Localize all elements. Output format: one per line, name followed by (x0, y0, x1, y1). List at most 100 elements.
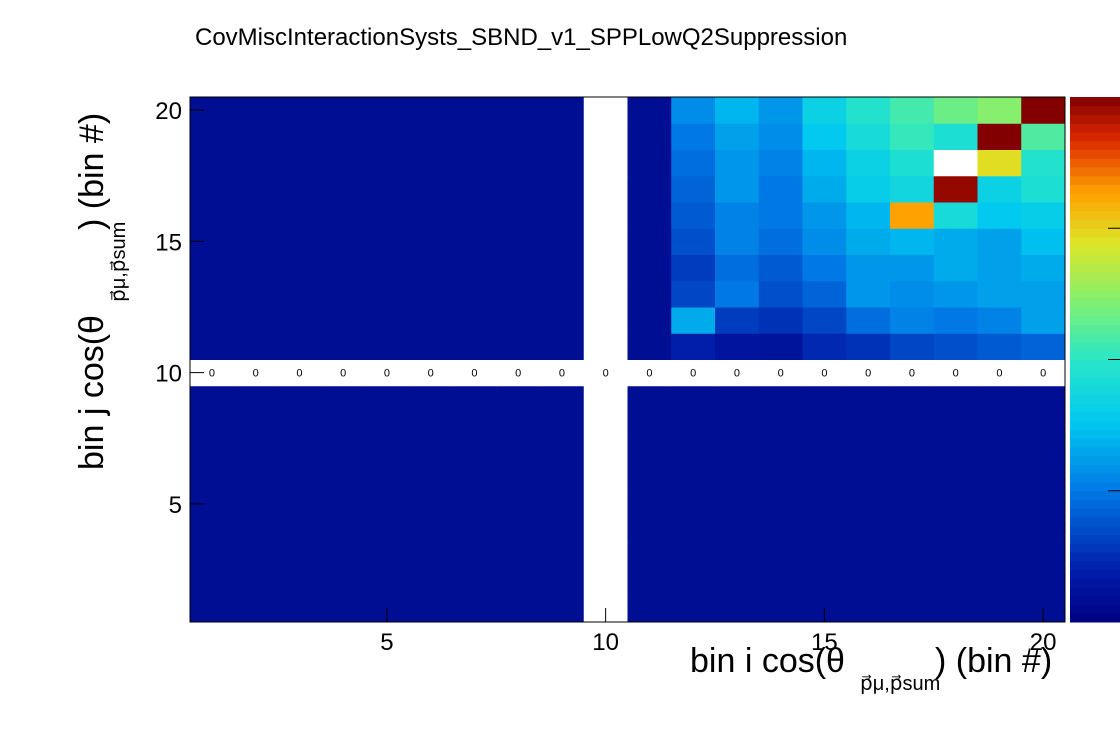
x-axis-label-unit: ) (bin #) (935, 642, 1052, 680)
heatmap-cell (496, 97, 541, 124)
heatmap-cell (496, 175, 541, 203)
heatmap-cell (408, 359, 453, 387)
y-axis-title: bin j cos(θ p⃗μ,p⃗sum ) (bin #) (73, 113, 130, 470)
color-scale-step (1070, 455, 1120, 465)
heatmap-cell (277, 123, 322, 150)
cell-value-label: 0 (340, 368, 346, 380)
heatmap-cell (758, 123, 803, 150)
y-tick-label: 10 (155, 361, 182, 388)
heatmap-cell (540, 307, 585, 334)
heatmap-cell (627, 490, 672, 518)
cell-value-label: 0 (428, 368, 434, 380)
heatmap-cell (233, 595, 278, 623)
heatmap-cell (1021, 490, 1066, 518)
heatmap-cell (846, 175, 891, 203)
heatmap-cell (233, 97, 278, 124)
heatmap-cell (846, 228, 891, 255)
heatmap-cell (627, 280, 672, 308)
color-scale-step (1070, 534, 1120, 544)
heatmap-cell (408, 595, 453, 623)
color-scale-step (1070, 245, 1120, 255)
heatmap-cell (496, 307, 541, 334)
heatmap-cell (496, 228, 541, 255)
heatmap-cell (496, 280, 541, 308)
heatmap-cell (321, 517, 366, 544)
heatmap-cell (540, 254, 585, 282)
heatmap-cell (321, 149, 366, 177)
y-axis-ticks: 5 10 15 20 (155, 98, 204, 519)
heatmap-cell (277, 464, 322, 492)
cell-value-label: 0 (471, 368, 477, 380)
heatmap-cell (277, 149, 322, 177)
heatmap-cell (408, 543, 453, 570)
heatmap-cell (627, 543, 672, 570)
color-scale-step (1070, 604, 1120, 614)
heatmap-cell (321, 280, 366, 308)
heatmap-cell (933, 228, 978, 255)
heatmap-cell (583, 543, 628, 570)
color-scale-step (1070, 569, 1120, 579)
heatmap-cell (715, 595, 760, 623)
heatmap-cell (190, 517, 235, 544)
heatmap-cell (758, 228, 803, 255)
heatmap-cell (321, 569, 366, 597)
heatmap-cell (321, 438, 366, 465)
heatmap-cell (583, 202, 628, 229)
heatmap-cell (890, 359, 935, 387)
heatmap-cell (190, 464, 235, 492)
heatmap-cell (1021, 385, 1066, 413)
color-scale-step (1070, 210, 1120, 220)
heatmap-cell (190, 385, 235, 413)
color-scale-step (1070, 359, 1120, 369)
heatmap-cell (627, 412, 672, 439)
heatmap-cell (365, 543, 410, 570)
heatmap-cell (496, 202, 541, 229)
heatmap-cell (277, 175, 322, 203)
heatmap-cell (583, 97, 628, 124)
plot-frame (189, 96, 1066, 623)
heatmap-cell (1021, 280, 1066, 308)
heatmap-cell (496, 254, 541, 282)
heatmap-cell (1021, 228, 1066, 255)
heatmap-cell (802, 333, 847, 360)
color-scale-step (1070, 228, 1120, 238)
color-scale-step (1070, 333, 1120, 343)
heatmap-cell (977, 228, 1022, 255)
heatmap-cell (190, 438, 235, 465)
heatmap-cell (540, 359, 585, 387)
heatmap-cell (1021, 359, 1066, 387)
heatmap-cell (977, 307, 1022, 334)
heatmap-cell (890, 517, 935, 544)
heatmap-cell (671, 202, 716, 229)
heatmap-cell (583, 412, 628, 439)
color-scale-step (1070, 587, 1120, 597)
x-axis-title: bin i cos(θ p⃗μ,p⃗sum ) (bin #) (690, 642, 1052, 695)
heatmap-cell (190, 149, 235, 177)
heatmap-cell (452, 464, 497, 492)
heatmap-cell (496, 438, 541, 465)
heatmap-cell (233, 412, 278, 439)
heatmap-cell (540, 385, 585, 413)
heatmap-cell (933, 149, 978, 177)
heatmap-cell (627, 359, 672, 387)
heatmap-cell (321, 254, 366, 282)
heatmap-cell (408, 149, 453, 177)
heatmap-cell (846, 385, 891, 413)
heatmap-cell (802, 385, 847, 413)
color-scale-step (1070, 219, 1120, 229)
heatmap-cell (802, 307, 847, 334)
heatmap-cell (671, 595, 716, 623)
heatmap-cell (890, 412, 935, 439)
heatmap-cell (277, 97, 322, 124)
heatmap-cell (321, 333, 366, 360)
heatmap-cell (277, 438, 322, 465)
heatmap-cell (977, 438, 1022, 465)
heatmap-cell (627, 595, 672, 623)
heatmap-cell (890, 228, 935, 255)
heatmap-cell (802, 490, 847, 518)
heatmap-cell (715, 569, 760, 597)
heatmap-cell (408, 490, 453, 518)
heatmap-cell (452, 490, 497, 518)
heatmap-cell (627, 123, 672, 150)
heatmap-cell (190, 307, 235, 334)
